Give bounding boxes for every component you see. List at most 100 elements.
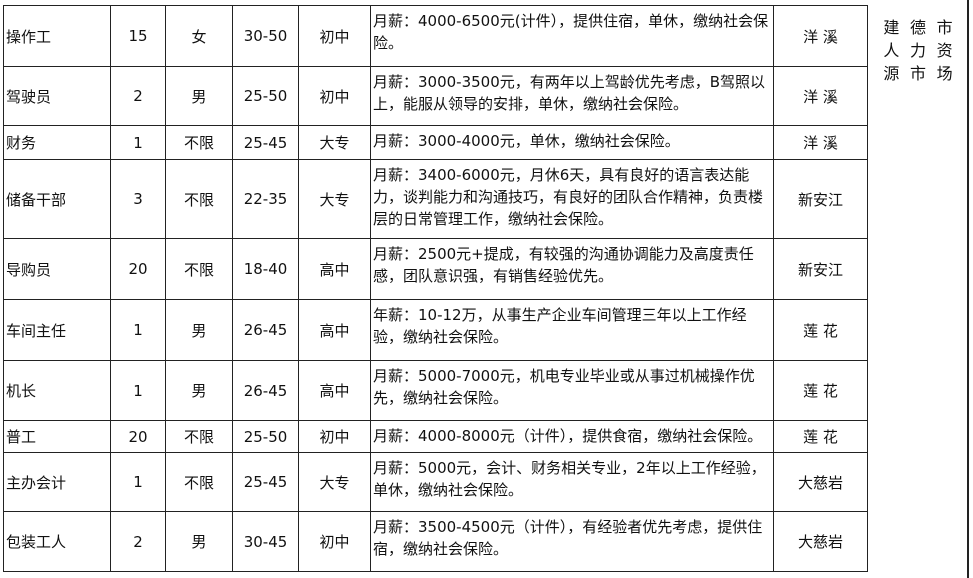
education: 大专: [298, 452, 371, 512]
job-title: 导购员: [3, 238, 111, 300]
location: 洋 溪: [773, 125, 868, 160]
age-range: 26-45: [232, 299, 299, 361]
table-row: 机长 1 男 26-45 高中 月薪：5000-7000元，机电专业毕业或从事过机械操作优…: [3, 360, 868, 421]
org-label-char: 源: [883, 64, 900, 83]
job-title: 机长: [3, 360, 111, 421]
age-range: 25-45: [232, 452, 299, 512]
location: 洋 溪: [773, 66, 868, 126]
table-row: 普工 20 不限 25-50 初中 月薪：4000-8000元（计件），提供食宿，缴纳社会…: [3, 420, 868, 453]
job-description: 月薪：3000-3500元，有两年以上驾龄优先考虑，B驾照以上，能服从领导的安排…: [370, 66, 774, 126]
description-text: 月薪：2500元+提成，有较强的沟通协调能力及高度责任感，团队意识强，有销售经验…: [373, 245, 754, 285]
org-label-char: 力: [909, 41, 926, 60]
age-range: 30-50: [232, 5, 299, 67]
education: 大专: [298, 159, 371, 239]
table-row: 导购员 20 不限 18-40 高中 月薪：2500元+提成，有较强的沟通协调能力及高度责…: [3, 238, 868, 300]
job-title: 财务: [3, 125, 111, 160]
org-label-char: 市: [909, 64, 926, 83]
headcount: 2: [110, 511, 166, 572]
education: 高中: [298, 299, 371, 361]
age-range: 18-40: [232, 238, 299, 300]
location: 洋 溪: [773, 5, 868, 67]
headcount: 1: [110, 125, 166, 160]
table-row: 储备干部 3 不限 22-35 大专 月薪：3400-6000元，月休6天，具有良好的语言…: [3, 159, 868, 239]
org-label-char: 人: [883, 41, 900, 60]
gender: 不限: [165, 420, 233, 453]
headcount: 1: [110, 299, 166, 361]
headcount: 15: [110, 5, 166, 67]
job-table: 操作工 15 女 30-50 初中 月薪：4000-6500元(计件），提供住宿，单休，缴…: [3, 5, 868, 572]
job-description: 月薪：2500元+提成，有较强的沟通协调能力及高度责任感，团队意识强，有销售经验…: [370, 238, 774, 300]
gender: 不限: [165, 159, 233, 239]
education: 大专: [298, 125, 371, 160]
gender: 女: [165, 5, 233, 67]
age-range: 25-50: [232, 420, 299, 453]
education: 高中: [298, 238, 371, 300]
divider: [967, 0, 969, 578]
description-text: 月薪：3000-4000元，单休，缴纳社会保险。: [373, 132, 680, 150]
org-label: 建德市人力资源市场: [878, 17, 958, 84]
location: 新安江: [773, 238, 868, 300]
education: 高中: [298, 360, 371, 421]
age-range: 30-45: [232, 511, 299, 572]
table-row: 车间主任 1 男 26-45 高中 年薪：10-12万，从事生产企业车间管理三年以上工作经…: [3, 299, 868, 361]
org-label-char: 德: [909, 18, 926, 37]
gender: 不限: [165, 125, 233, 160]
org-label-char: 资: [936, 41, 953, 60]
description-text: 月薪：5000-7000元，机电专业毕业或从事过机械操作优先，缴纳社会保险。: [373, 367, 755, 407]
description-text: 月薪：4000-6500元(计件），提供住宿，单休，缴纳社会保险。: [373, 12, 769, 52]
description-text: 月薪：3000-3500元，有两年以上驾龄优先考虑，B驾照以上，能服从领导的安排…: [373, 73, 766, 113]
job-description: 月薪：3000-4000元，单休，缴纳社会保险。: [370, 125, 774, 160]
job-title: 普工: [3, 420, 111, 453]
headcount: 1: [110, 360, 166, 421]
job-description: 年薪：10-12万，从事生产企业车间管理三年以上工作经验，缴纳社会保险。: [370, 299, 774, 361]
description-text: 月薪：5000元，会计、财务相关专业，2年以上工作经验，单休，缴纳社会保险。: [373, 459, 766, 499]
age-range: 25-45: [232, 125, 299, 160]
table-row: 操作工 15 女 30-50 初中 月薪：4000-6500元(计件），提供住宿，单休，缴…: [3, 5, 868, 67]
headcount: 20: [110, 238, 166, 300]
gender: 男: [165, 66, 233, 126]
org-label-char: 建: [883, 18, 900, 37]
job-description: 月薪：4000-8000元（计件），提供食宿，缴纳社会保险。: [370, 420, 774, 453]
job-title: 操作工: [3, 5, 111, 67]
job-description: 月薪：5000-7000元，机电专业毕业或从事过机械操作优先，缴纳社会保险。: [370, 360, 774, 421]
table-row: 主办会计 1 不限 25-45 大专 月薪：5000元，会计、财务相关专业，2年以上工作经…: [3, 452, 868, 512]
education: 初中: [298, 5, 371, 67]
headcount: 3: [110, 159, 166, 239]
job-description: 月薪：3400-6000元，月休6天，具有良好的语言表达能力，谈判能力和沟通技巧…: [370, 159, 774, 239]
org-label-char: 市: [936, 18, 953, 37]
gender: 男: [165, 511, 233, 572]
location: 莲 花: [773, 360, 868, 421]
age-range: 22-35: [232, 159, 299, 239]
headcount: 20: [110, 420, 166, 453]
education: 初中: [298, 511, 371, 572]
table-row: 包装工人 2 男 30-45 初中 月薪：3500-4500元（计件），有经验者优先考虑，…: [3, 511, 868, 572]
age-range: 26-45: [232, 360, 299, 421]
gender: 男: [165, 360, 233, 421]
location: 大慈岩: [773, 511, 868, 572]
job-title: 储备干部: [3, 159, 111, 239]
location: 大慈岩: [773, 452, 868, 512]
gender: 不限: [165, 238, 233, 300]
location: 新安江: [773, 159, 868, 239]
job-title: 主办会计: [3, 452, 111, 512]
job-description: 月薪：3500-4500元（计件），有经验者优先考虑，提供住宿，缴纳社会保险。: [370, 511, 774, 572]
headcount: 1: [110, 452, 166, 512]
description-text: 月薪：3500-4500元（计件），有经验者优先考虑，提供住宿，缴纳社会保险。: [373, 518, 763, 558]
location: 莲 花: [773, 299, 868, 361]
job-title: 车间主任: [3, 299, 111, 361]
gender: 不限: [165, 452, 233, 512]
description-text: 月薪：3400-6000元，月休6天，具有良好的语言表达能力，谈判能力和沟通技巧…: [373, 166, 764, 228]
education: 初中: [298, 66, 371, 126]
job-description: 月薪：5000元，会计、财务相关专业，2年以上工作经验，单休，缴纳社会保险。: [370, 452, 774, 512]
table-row: 驾驶员 2 男 25-50 初中 月薪：3000-3500元，有两年以上驾龄优先考虑，B驾…: [3, 66, 868, 126]
location: 莲 花: [773, 420, 868, 453]
headcount: 2: [110, 66, 166, 126]
description-text: 年薪：10-12万，从事生产企业车间管理三年以上工作经验，缴纳社会保险。: [373, 306, 747, 346]
education: 初中: [298, 420, 371, 453]
table-row: 财务 1 不限 25-45 大专 月薪：3000-4000元，单休，缴纳社会保险。 洋 溪: [3, 125, 868, 160]
age-range: 25-50: [232, 66, 299, 126]
job-title: 包装工人: [3, 511, 111, 572]
job-title: 驾驶员: [3, 66, 111, 126]
org-label-char: 场: [936, 64, 953, 83]
description-text: 月薪：4000-8000元（计件），提供食宿，缴纳社会保险。: [373, 427, 763, 445]
